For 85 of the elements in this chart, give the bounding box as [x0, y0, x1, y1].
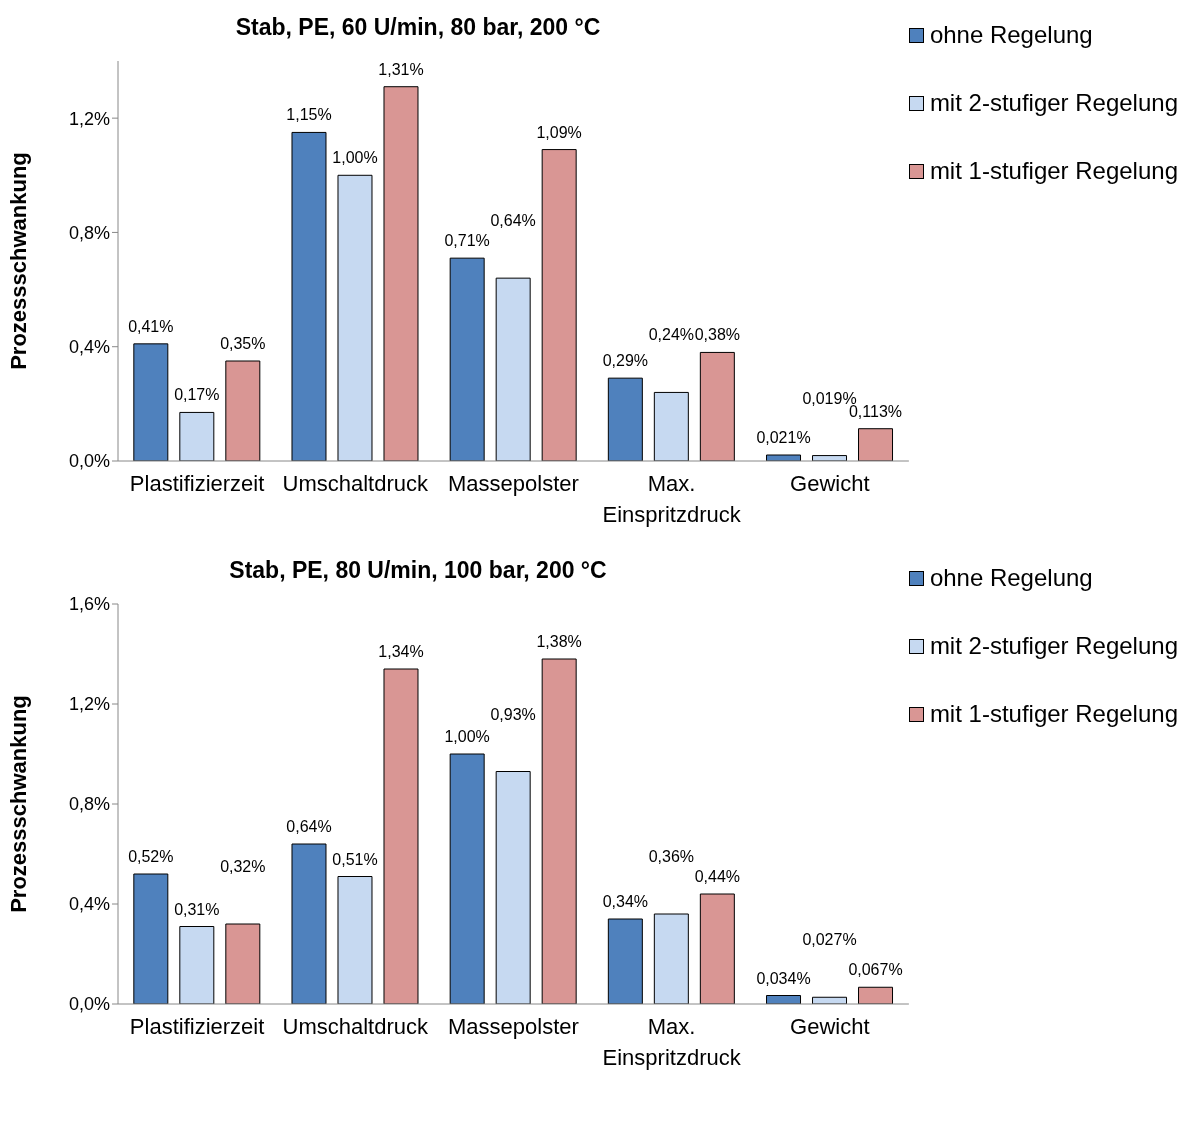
legend-label: mit 1-stufiger Regelung	[929, 157, 1178, 185]
y-tick-label: 0,4%	[68, 337, 110, 358]
data-label: 1,09%	[536, 123, 582, 141]
legend-label: mit 2-stufiger Regelung	[929, 89, 1178, 117]
data-label: 0,71%	[444, 232, 490, 250]
data-label: 0,64%	[490, 212, 536, 230]
bar	[766, 454, 802, 461]
bar	[495, 771, 531, 1004]
data-label: 1,34%	[378, 643, 424, 660]
x-tick-label: Massepolster	[448, 1014, 579, 1039]
x-tick-label: Plastifizierzeit	[129, 1014, 265, 1039]
y-tick-label: 0,0%	[68, 994, 110, 1015]
bar	[133, 873, 169, 1004]
bar	[291, 843, 327, 1004]
bar	[383, 668, 419, 1004]
data-label: 0,44%	[694, 868, 741, 885]
data-label: 0,52%	[128, 848, 174, 865]
data-label: 0,93%	[490, 705, 536, 723]
legend-label: mit 2-stufiger Regelung	[929, 632, 1178, 660]
data-label: 0,034%	[756, 969, 811, 987]
data-label: 0,36%	[648, 848, 695, 865]
bar	[449, 257, 485, 461]
y-tick-label: 0,0%	[68, 451, 110, 472]
y-tick-label: 1,2%	[68, 694, 110, 715]
data-label: 1,38%	[536, 633, 582, 650]
bar	[607, 918, 643, 1004]
bar	[495, 277, 531, 461]
data-label: 0,067%	[848, 961, 903, 979]
data-label: 0,021%	[756, 429, 811, 446]
data-label: 1,00%	[444, 728, 490, 745]
data-label: 0,24%	[648, 326, 695, 344]
bar	[383, 86, 419, 461]
chart-title: Stab, PE, 60 U/min, 80 bar, 200 °C	[234, 13, 602, 41]
bar	[337, 174, 373, 461]
x-tick-label: Umschaltdruck	[282, 471, 429, 496]
legend-label: ohne Regelung	[929, 564, 1093, 592]
data-label: 0,64%	[286, 818, 332, 835]
chart-title: Stab, PE, 80 U/min, 100 bar, 200 °C	[228, 556, 608, 584]
bar	[179, 926, 215, 1004]
data-label: 0,35%	[220, 335, 266, 352]
y-tick-label: 0,8%	[68, 222, 110, 243]
data-label: 1,15%	[286, 106, 332, 124]
data-label: 1,31%	[378, 60, 424, 78]
bar	[858, 986, 894, 1004]
data-label: 1,00%	[332, 149, 378, 167]
data-label: 0,32%	[220, 858, 266, 875]
data-label: 0,41%	[128, 317, 174, 335]
bar	[653, 913, 689, 1004]
x-tick-label: Umschaltdruck	[282, 1014, 429, 1039]
legend-label: mit 1-stufiger Regelung	[929, 700, 1178, 728]
y-tick-label: 0,8%	[68, 794, 110, 815]
bar	[337, 876, 373, 1004]
x-tick-label: Max. Einspritzdruck	[602, 1014, 742, 1070]
bar	[133, 343, 169, 461]
data-label: 0,31%	[174, 900, 220, 918]
bar	[699, 893, 735, 1004]
x-tick-label: Massepolster	[448, 471, 579, 496]
data-label: 0,019%	[802, 389, 857, 407]
y-tick-label: 1,6%	[68, 594, 110, 615]
bar	[607, 377, 643, 461]
x-tick-label: Max. Einspritzdruck	[602, 471, 742, 527]
bar	[179, 411, 215, 461]
bar	[653, 391, 689, 461]
data-label: 0,38%	[694, 326, 741, 344]
data-label: 0,29%	[602, 352, 649, 370]
y-tick-label: 1,2%	[68, 108, 110, 129]
bar	[699, 351, 735, 461]
data-label: 0,51%	[332, 850, 378, 868]
y-tick-label: 0,4%	[68, 894, 110, 915]
x-tick-label: Gewicht	[790, 1014, 870, 1039]
bar	[225, 360, 261, 461]
data-label: 0,027%	[802, 931, 857, 949]
x-tick-label: Gewicht	[790, 471, 870, 496]
bar	[449, 753, 485, 1004]
y-axis-title: Prozessschwankung	[5, 695, 31, 913]
legend-label: ohne Regelung	[929, 21, 1093, 49]
y-axis-title: Prozessschwankung	[5, 152, 31, 370]
bar	[858, 428, 894, 461]
bar	[541, 149, 577, 461]
data-label: 0,17%	[174, 386, 220, 404]
x-tick-label: Plastifizierzeit	[129, 471, 265, 496]
bar	[225, 923, 261, 1004]
bar	[541, 658, 577, 1004]
bar	[291, 131, 327, 461]
data-label: 0,34%	[602, 893, 649, 910]
